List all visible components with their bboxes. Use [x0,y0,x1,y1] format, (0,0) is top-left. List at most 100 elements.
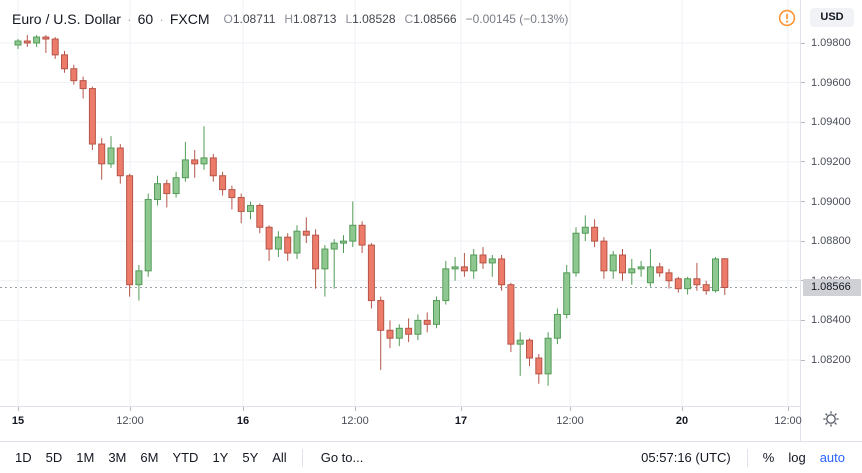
candle-up [470,254,478,272]
go-to-date-button[interactable]: Go to... [320,450,364,465]
chart-canvas[interactable] [0,0,800,406]
symbol-legend[interactable]: Euro / U.S. Dollar · 60 · FXCM O1.08711 … [12,10,568,28]
candle-up [637,266,645,270]
candle-up [274,236,282,250]
range-button-1y[interactable]: 1Y [212,450,229,465]
candle-up [451,266,459,270]
time-tick-mark [788,407,789,411]
candle-down [721,258,729,288]
range-button-all[interactable]: All [272,450,287,465]
candle-up [433,300,440,325]
candle-down [665,272,673,282]
log-scale-button[interactable]: log [788,450,806,465]
time-tick-mark [570,407,571,411]
candle-down [693,278,701,286]
candle-up [572,232,580,274]
candle-down [600,240,608,272]
time-tick-mark [130,407,131,411]
time-tick-mark [682,407,683,411]
candle-up [200,157,208,165]
percent-scale-button[interactable]: % [762,450,775,465]
time-tick-mark [243,407,244,411]
candle-down [386,329,394,339]
range-button-1d[interactable]: 1D [15,450,32,465]
candle-down [702,284,710,292]
range-button-5y[interactable]: 5Y [242,450,259,465]
price-axis[interactable]: USD 1.09800 1.09600 1.09400 1.09200 1.09000 1… [800,0,862,441]
price-tick-mark [801,82,805,84]
time-tick-label: 15 [11,415,25,427]
candle-down [256,204,264,228]
candle-down [126,175,134,286]
toolbar-divider [301,448,303,467]
candle-up [181,159,189,179]
session-clock[interactable]: 05:57:16 (UTC) [641,450,731,465]
time-tick-label: 12:00 [116,415,144,427]
candle-up [172,177,180,195]
currency-unit-button[interactable]: USD [810,8,854,27]
candle-down [377,300,385,331]
time-tick-label: 17 [454,415,468,427]
candle-up [581,226,589,234]
candle-up [330,242,338,250]
candle-down [23,40,31,44]
range-button-1m[interactable]: 1M [76,450,95,465]
data-problem-warning-icon[interactable] [778,9,796,27]
price-tick-label: 1.08400 [811,314,851,327]
candle-up [395,327,403,339]
candle-up [33,36,41,44]
candle-down [219,175,227,191]
close-value: 1.08566 [413,12,457,26]
time-tick-label: 16 [236,415,250,427]
time-axis[interactable]: 15 12:00 16 12:00 17 12:00 20 12:00 [0,406,802,441]
candle-down [423,319,431,325]
candle-down [42,36,50,40]
toolbar-right-group: 05:57:16 (UTC) % log auto [633,446,862,469]
candle-down [88,88,96,145]
high-label: H [284,12,294,26]
price-tick-label: 1.08200 [811,354,851,366]
interval-label[interactable]: 60 [137,11,154,27]
symbol-name[interactable]: Euro / U.S. Dollar [12,11,121,27]
candle-down [70,68,78,82]
range-button-ytd[interactable]: YTD [172,450,199,465]
candle-down [367,244,375,302]
candle-up [646,266,654,284]
time-axis-settings-gear-icon[interactable] [820,408,842,430]
candle-down [358,224,366,246]
close-label: C [404,12,414,26]
range-button-5d[interactable]: 5D [45,450,63,465]
candle-down [479,254,487,264]
time-tick-mark [355,407,356,411]
candle-up [414,319,422,335]
candle-up [349,224,357,242]
candle-up [107,147,115,165]
candle-down [116,147,124,177]
auto-scale-button[interactable]: auto [819,450,845,465]
candle-down [98,143,106,165]
candle-up [488,258,496,264]
price-tick-mark [801,42,805,44]
last-price-badge: 1.08566 [803,278,861,296]
candle-down [228,189,236,199]
date-range-buttons: 1D 5D 1M 3M 6M YTD 1Y 5Y All [0,446,294,469]
price-tick-mark [801,319,805,321]
candle-up [340,240,347,244]
candle-up [544,337,552,375]
low-value: 1.08528 [352,12,396,26]
toolbar-divider [746,448,748,467]
candle-down [526,339,533,359]
time-tick-mark [461,407,462,411]
candle-up [14,40,22,46]
time-tick-mark [18,407,19,411]
change-value: −0.00145 (−0.13%) [465,12,569,26]
price-tick-label: 1.09000 [811,195,851,208]
candle-down [498,258,506,286]
range-button-6m[interactable]: 6M [140,450,159,465]
candle-up [609,254,617,272]
range-button-3m[interactable]: 3M [108,450,127,465]
exchange-label[interactable]: FXCM [169,11,210,27]
time-tick-label: 20 [675,415,689,427]
candle-down [237,197,245,212]
